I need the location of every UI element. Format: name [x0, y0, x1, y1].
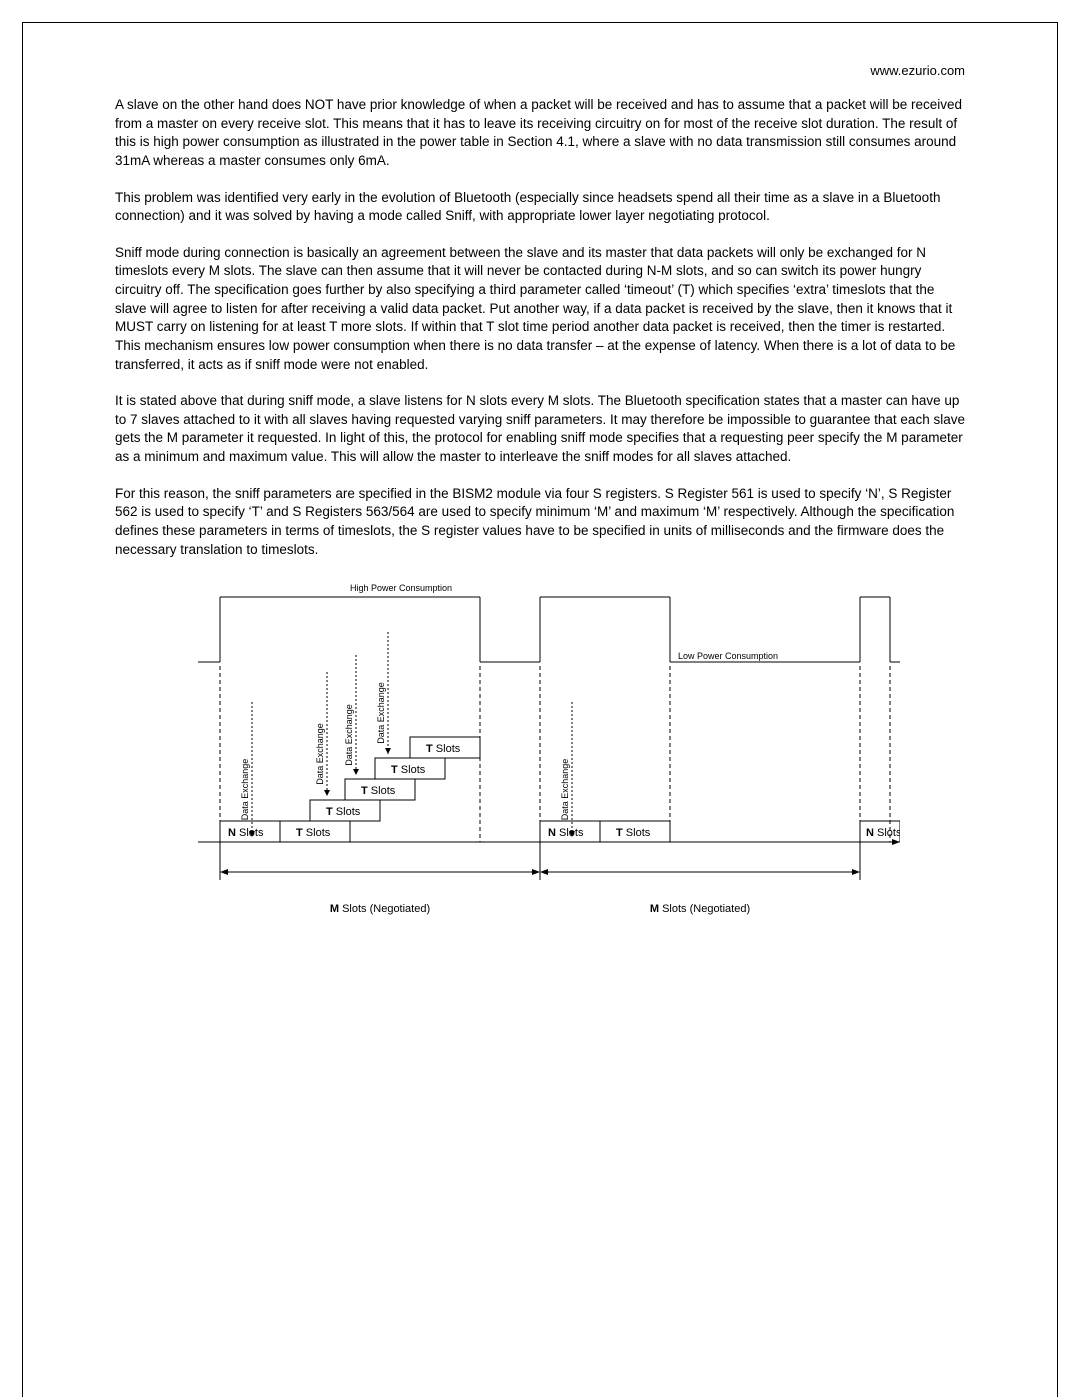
site-url: www.ezurio.com	[115, 63, 965, 78]
sniff-diagram: High Power Consumption Low Power Consumpt…	[180, 577, 900, 937]
page-frame: www.ezurio.com A slave on the other hand…	[22, 22, 1058, 1397]
svg-text:T Slots: T Slots	[361, 785, 396, 797]
svg-text:High Power Consumption: High Power Consumption	[350, 583, 452, 593]
svg-text:N Slots: N Slots	[866, 827, 900, 839]
paragraph-1: A slave on the other hand does NOT have …	[115, 96, 965, 171]
paragraph-4: It is stated above that during sniff mod…	[115, 392, 965, 467]
svg-text:Data Exchange: Data Exchange	[560, 759, 570, 821]
svg-text:N Slots: N Slots	[228, 827, 264, 839]
svg-text:T Slots: T Slots	[296, 827, 331, 839]
svg-text:T Slots: T Slots	[616, 827, 651, 839]
svg-text:Data Exchange: Data Exchange	[240, 759, 250, 821]
svg-text:M Slots (Negotiated): M Slots (Negotiated)	[330, 903, 430, 915]
svg-text:T Slots: T Slots	[391, 764, 426, 776]
svg-text:M Slots (Negotiated): M Slots (Negotiated)	[650, 903, 750, 915]
paragraph-3: Sniff mode during connection is basicall…	[115, 244, 965, 374]
svg-text:T Slots: T Slots	[426, 743, 461, 755]
svg-text:Low Power Consumption: Low Power Consumption	[678, 651, 778, 661]
svg-text:N Slots: N Slots	[548, 827, 584, 839]
svg-text:Data Exchange: Data Exchange	[315, 723, 325, 785]
svg-text:Data Exchange: Data Exchange	[344, 704, 354, 766]
paragraph-2: This problem was identified very early i…	[115, 189, 965, 226]
svg-text:Data Exchange: Data Exchange	[376, 682, 386, 744]
paragraph-5: For this reason, the sniff parameters ar…	[115, 485, 965, 560]
svg-text:T Slots: T Slots	[326, 806, 361, 818]
